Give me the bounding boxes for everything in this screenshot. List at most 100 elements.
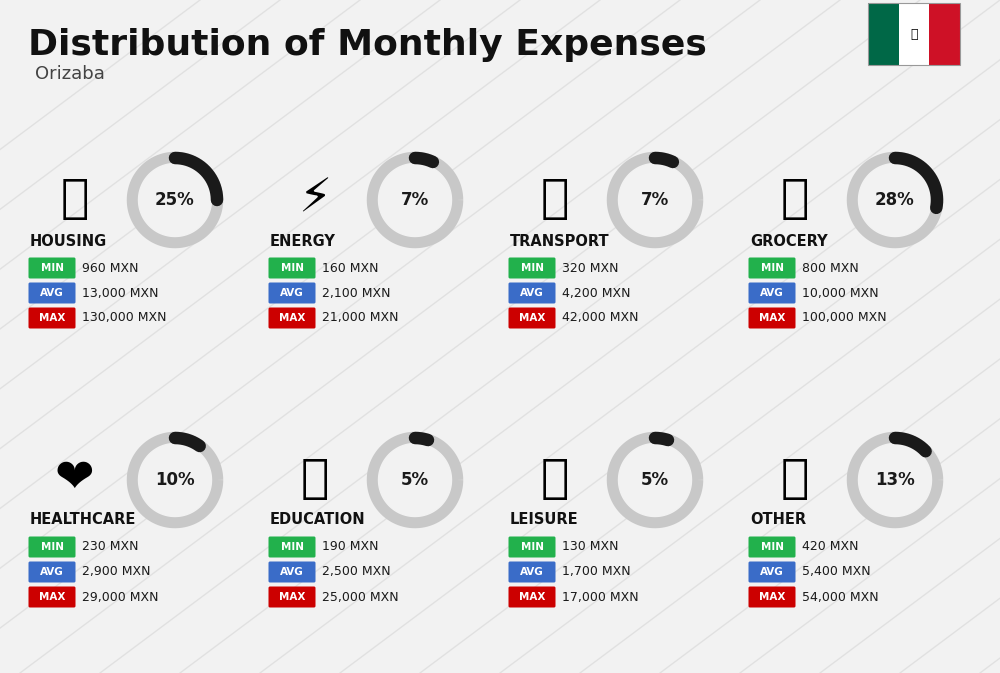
FancyBboxPatch shape [929,3,960,65]
Text: 42,000 MXN: 42,000 MXN [562,312,639,324]
Text: HEALTHCARE: HEALTHCARE [30,513,136,528]
FancyBboxPatch shape [748,258,796,279]
FancyBboxPatch shape [28,586,76,608]
Text: MIN: MIN [761,263,784,273]
Text: 2,500 MXN: 2,500 MXN [322,565,391,579]
Text: MAX: MAX [39,592,65,602]
FancyBboxPatch shape [748,536,796,557]
Text: Orizaba: Orizaba [35,65,105,83]
Text: AVG: AVG [280,288,304,298]
Text: 5%: 5% [641,471,669,489]
Text: MIN: MIN [280,263,304,273]
Text: 13,000 MXN: 13,000 MXN [82,287,158,299]
Text: MAX: MAX [39,313,65,323]
FancyBboxPatch shape [509,536,556,557]
FancyBboxPatch shape [509,283,556,304]
Text: 17,000 MXN: 17,000 MXN [562,590,639,604]
Text: 5%: 5% [401,471,429,489]
FancyBboxPatch shape [28,283,76,304]
Text: ⚡: ⚡ [298,178,332,223]
Text: LEISURE: LEISURE [510,513,579,528]
Text: ❤️: ❤️ [55,458,95,503]
FancyBboxPatch shape [748,308,796,328]
Text: Distribution of Monthly Expenses: Distribution of Monthly Expenses [28,28,707,62]
FancyBboxPatch shape [28,536,76,557]
Text: GROCERY: GROCERY [750,234,828,248]
Text: AVG: AVG [760,567,784,577]
Text: 25,000 MXN: 25,000 MXN [322,590,399,604]
Text: MAX: MAX [519,313,545,323]
Text: 10,000 MXN: 10,000 MXN [802,287,879,299]
FancyBboxPatch shape [509,308,556,328]
Text: AVG: AVG [520,288,544,298]
Polygon shape [859,164,932,236]
FancyBboxPatch shape [868,3,899,65]
Text: ENERGY: ENERGY [270,234,336,248]
Text: MIN: MIN [40,263,64,273]
Text: AVG: AVG [40,288,64,298]
Text: 800 MXN: 800 MXN [802,262,859,275]
Text: 4,200 MXN: 4,200 MXN [562,287,631,299]
FancyBboxPatch shape [748,561,796,583]
Text: 100,000 MXN: 100,000 MXN [802,312,887,324]
Text: 7%: 7% [641,191,669,209]
Text: 420 MXN: 420 MXN [802,540,858,553]
Text: 🚌: 🚌 [541,178,569,223]
Polygon shape [379,444,452,516]
Text: 130 MXN: 130 MXN [562,540,618,553]
Text: MIN: MIN [520,542,544,552]
Text: 160 MXN: 160 MXN [322,262,378,275]
Text: 🛒: 🛒 [781,178,809,223]
Text: MIN: MIN [40,542,64,552]
Text: 21,000 MXN: 21,000 MXN [322,312,398,324]
Text: OTHER: OTHER [750,513,806,528]
FancyBboxPatch shape [268,308,316,328]
Text: 230 MXN: 230 MXN [82,540,138,553]
Polygon shape [619,444,692,516]
Text: AVG: AVG [40,567,64,577]
Text: HOUSING: HOUSING [30,234,107,248]
Text: 7%: 7% [401,191,429,209]
Text: 960 MXN: 960 MXN [82,262,138,275]
FancyBboxPatch shape [28,561,76,583]
Text: EDUCATION: EDUCATION [270,513,366,528]
Polygon shape [859,444,932,516]
Text: MAX: MAX [279,592,305,602]
Text: 130,000 MXN: 130,000 MXN [82,312,166,324]
FancyBboxPatch shape [509,586,556,608]
Text: 25%: 25% [155,191,195,209]
Text: AVG: AVG [520,567,544,577]
Text: 190 MXN: 190 MXN [322,540,378,553]
Text: MAX: MAX [519,592,545,602]
FancyBboxPatch shape [748,283,796,304]
Text: 🎓: 🎓 [301,458,329,503]
Text: 5,400 MXN: 5,400 MXN [802,565,871,579]
Text: 2,900 MXN: 2,900 MXN [82,565,150,579]
FancyBboxPatch shape [899,3,929,65]
Text: MIN: MIN [280,542,304,552]
Polygon shape [139,444,212,516]
FancyBboxPatch shape [28,258,76,279]
Text: 🏙: 🏙 [61,178,89,223]
FancyBboxPatch shape [28,308,76,328]
Text: MAX: MAX [759,313,785,323]
Text: 28%: 28% [875,191,915,209]
FancyBboxPatch shape [268,536,316,557]
FancyBboxPatch shape [268,561,316,583]
Text: 29,000 MXN: 29,000 MXN [82,590,158,604]
Polygon shape [619,164,692,236]
FancyBboxPatch shape [268,586,316,608]
FancyBboxPatch shape [509,258,556,279]
Text: TRANSPORT: TRANSPORT [510,234,610,248]
FancyBboxPatch shape [268,283,316,304]
FancyBboxPatch shape [748,586,796,608]
Text: 🦅: 🦅 [910,28,918,40]
Polygon shape [139,164,212,236]
Text: MAX: MAX [759,592,785,602]
Text: 💰: 💰 [781,458,809,503]
Text: 2,100 MXN: 2,100 MXN [322,287,390,299]
Text: 🛍️: 🛍️ [541,458,569,503]
Text: 10%: 10% [155,471,195,489]
Text: MAX: MAX [279,313,305,323]
Text: 320 MXN: 320 MXN [562,262,618,275]
